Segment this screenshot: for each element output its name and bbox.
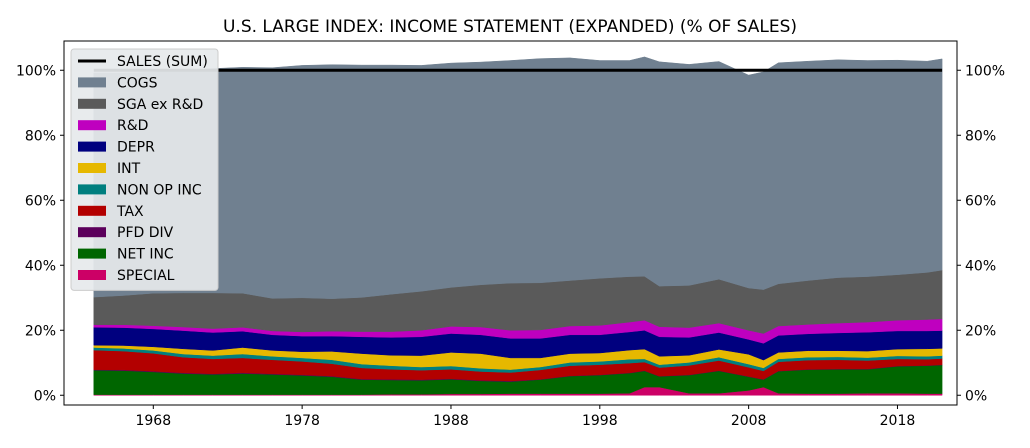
legend-label: NET INC	[117, 247, 174, 263]
legend-label: SALES (SUM)	[117, 54, 208, 70]
area-cogs	[93, 56, 943, 299]
y-axis-left: 0% 20% 40% 60% 80% 100%	[16, 63, 64, 404]
legend-label: DEPR	[117, 140, 155, 156]
y-tick-label-left: 80%	[25, 128, 56, 144]
legend-label: PFD DIV	[117, 225, 174, 241]
y-tick-label-left: 60%	[25, 193, 56, 209]
legend-label: COGS	[117, 75, 158, 91]
legend-box	[70, 48, 219, 291]
legend-swatch	[78, 120, 106, 131]
legend-label: INT	[117, 161, 141, 177]
legend-label: TAX	[116, 204, 144, 220]
legend-label: R&D	[117, 118, 148, 134]
legend-swatch	[78, 227, 106, 238]
x-tick-label: 1998	[582, 413, 618, 429]
y-tick-label-right: 80%	[965, 128, 996, 144]
legend-label: SPECIAL	[117, 268, 175, 284]
y-tick-label-right: 40%	[965, 258, 996, 274]
y-axis-right: 0% 20% 40% 60% 80% 100%	[957, 63, 1005, 404]
plot-area	[93, 56, 943, 396]
y-tick-label-left: 0%	[34, 388, 56, 404]
legend-label: SGA ex R&D	[117, 97, 203, 113]
x-tick-label: 2008	[731, 413, 767, 429]
y-tick-label-right: 60%	[965, 193, 996, 209]
legend-swatch	[78, 205, 106, 216]
x-axis: 1968 1978 1988 1998 2008 2018	[135, 405, 915, 429]
legend-swatch	[78, 184, 106, 195]
x-tick-label: 1968	[135, 413, 171, 429]
y-tick-label-left: 40%	[25, 258, 56, 274]
y-tick-label-right: 0%	[965, 388, 987, 404]
y-tick-label-left: 100%	[16, 63, 56, 79]
legend: SALES (SUM) COGS SGA ex R&D R&D DEPR INT NON O…	[70, 48, 219, 291]
plot-frame	[63, 40, 958, 406]
legend-swatch	[78, 248, 106, 259]
legend-swatch	[78, 77, 106, 88]
legend-label: NON OP INC	[117, 182, 202, 198]
legend-swatch	[78, 163, 106, 173]
x-tick-label: 1978	[284, 413, 320, 429]
y-tick-label-right: 100%	[965, 63, 1005, 79]
legend-swatch	[78, 98, 106, 109]
chart-title: U.S. LARGE INDEX: INCOME STATEMENT (EXPA…	[223, 17, 797, 37]
x-tick-label: 2018	[880, 413, 916, 429]
x-tick-label: 1988	[433, 413, 469, 429]
legend-swatch	[78, 270, 106, 280]
legend-swatch	[78, 141, 106, 152]
y-tick-label-right: 20%	[965, 323, 996, 339]
y-tick-label-left: 20%	[25, 323, 56, 339]
